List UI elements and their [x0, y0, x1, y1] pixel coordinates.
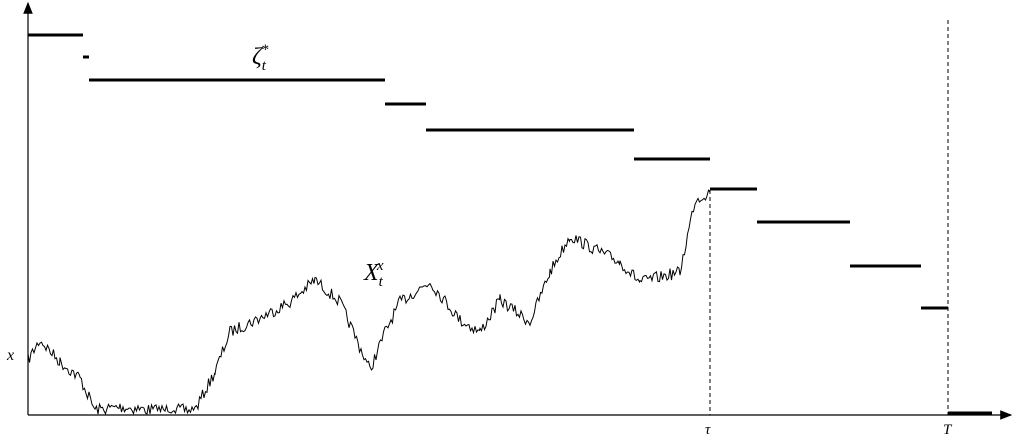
- tau-label: τ: [705, 422, 711, 438]
- zeta-label: ζt*: [252, 42, 269, 74]
- step-function: [28, 35, 992, 413]
- start-label: x: [6, 347, 14, 364]
- horizon-label: T: [943, 422, 953, 438]
- process-label: Xtx: [363, 258, 384, 290]
- process-path: [28, 190, 710, 414]
